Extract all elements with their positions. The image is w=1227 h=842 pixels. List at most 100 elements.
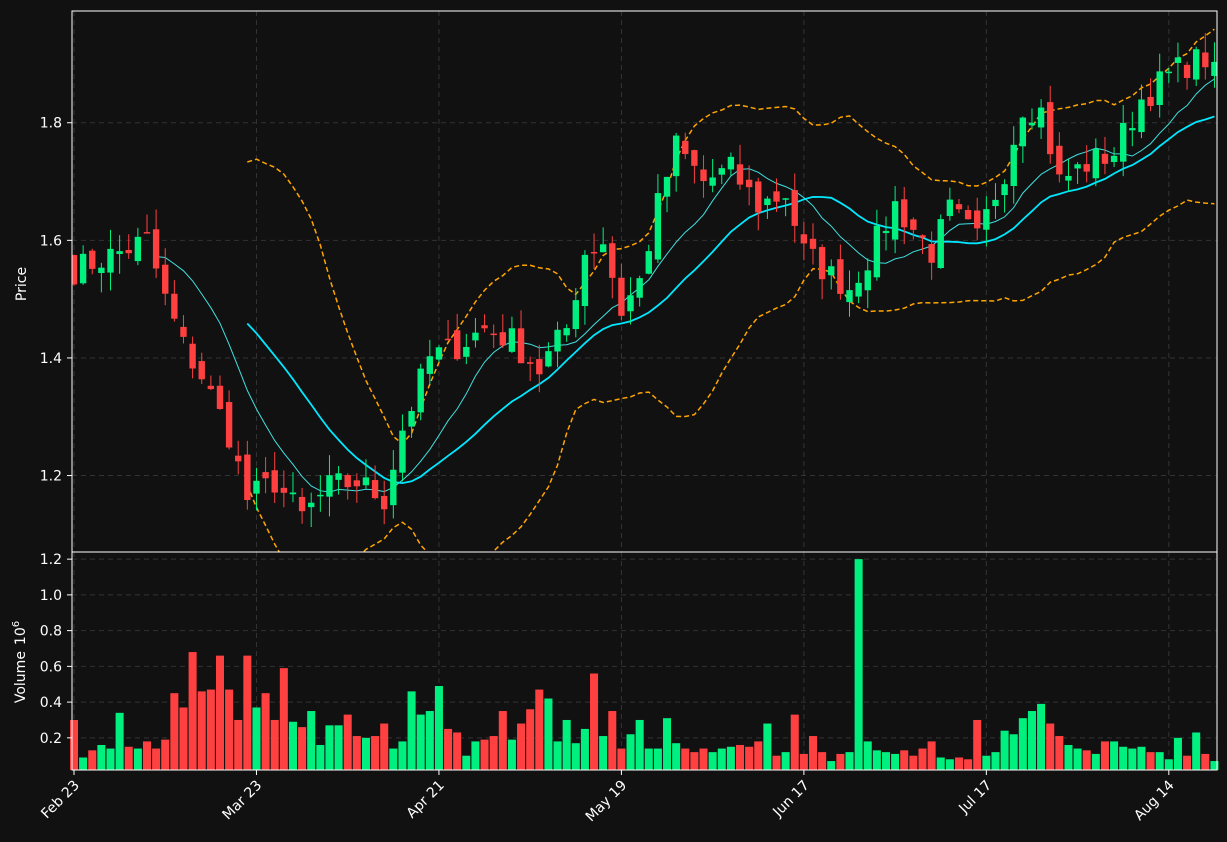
candle-body	[536, 359, 543, 375]
volume-bar	[517, 723, 526, 770]
price-tick-label: 1.2	[40, 469, 62, 485]
volume-bar	[635, 719, 644, 770]
volume-bar	[471, 741, 480, 770]
volume-axis-label: Volume106	[11, 621, 29, 703]
volume-bar	[69, 719, 79, 770]
candle-body	[280, 487, 288, 493]
candle-body	[873, 225, 881, 278]
candle-body	[1028, 122, 1036, 126]
candle-body	[1065, 175, 1072, 181]
candle-body	[809, 238, 817, 249]
volume-bar	[936, 757, 945, 770]
candle-body	[837, 259, 844, 294]
volume-bar	[371, 736, 380, 770]
volume-bar	[663, 718, 672, 770]
candle-body	[709, 177, 716, 186]
candle-body	[1156, 71, 1163, 105]
candle-body	[800, 234, 808, 244]
volume-bar	[1173, 737, 1182, 770]
candle-body	[818, 247, 826, 280]
candle-body	[134, 236, 142, 262]
candle-body	[490, 333, 497, 336]
volume-bar	[526, 709, 535, 770]
volume-bar	[763, 723, 772, 770]
volume-bar	[690, 752, 699, 770]
candle-body	[481, 325, 488, 329]
candle-body	[1183, 64, 1191, 79]
candle-body	[609, 243, 616, 278]
volume-bar	[571, 743, 580, 770]
candle-body	[1047, 102, 1054, 155]
volume-bar	[325, 725, 334, 770]
volume-bar	[982, 755, 991, 770]
volume-bar	[480, 739, 489, 770]
ma-slow-line	[246, 115, 1215, 485]
volume-bar	[1128, 748, 1137, 770]
volume-bar	[644, 748, 653, 770]
candle-body	[1083, 164, 1090, 172]
volume-bar	[243, 655, 252, 770]
volume-bar	[881, 752, 891, 770]
candle-body	[919, 235, 926, 238]
candle-body	[672, 135, 680, 177]
candle-body	[289, 492, 297, 495]
candle-body	[901, 199, 908, 228]
volume-bar	[133, 748, 142, 770]
volume-bar	[270, 719, 279, 770]
candle-body	[946, 199, 954, 217]
candle-body	[72, 255, 78, 285]
candle-body	[864, 270, 871, 291]
volume-bar	[298, 727, 307, 770]
candle-body	[992, 199, 999, 207]
candle-body	[399, 430, 406, 473]
volume-bar	[845, 752, 854, 770]
volume-bar	[964, 759, 973, 770]
volume-bar	[772, 755, 781, 770]
volume-bar	[790, 714, 799, 770]
volume-bar	[745, 746, 754, 770]
candle-body	[882, 230, 890, 234]
volume-bar	[416, 714, 425, 770]
candle-body	[453, 330, 461, 360]
candle-body	[663, 176, 671, 197]
volume-bar	[288, 721, 297, 770]
volume-bar	[1000, 730, 1009, 770]
candle-body	[143, 232, 151, 234]
candle-body	[1120, 122, 1127, 162]
volume-bar	[1201, 753, 1210, 770]
candle-body	[691, 150, 698, 166]
volume-bar	[991, 752, 1000, 770]
candle-body	[1101, 153, 1109, 164]
candle-body	[408, 411, 415, 427]
candle-body	[1010, 144, 1017, 186]
volume-bar	[535, 689, 544, 770]
volume-bar	[97, 744, 106, 770]
volume-bar	[389, 748, 398, 770]
volume-bar	[781, 752, 790, 770]
volume-tick-label: 0.6	[40, 659, 62, 675]
volume-bar	[507, 739, 516, 770]
candle-body	[1074, 164, 1081, 169]
candle-body	[654, 193, 662, 260]
volume-bar	[334, 725, 343, 770]
candle-body	[581, 254, 589, 307]
volume-bar	[562, 719, 571, 770]
volume-bar	[927, 741, 936, 770]
volume-bar	[672, 743, 681, 770]
volume-bar	[462, 755, 471, 770]
volume-bar	[699, 748, 708, 770]
volume-bar	[453, 732, 462, 770]
candle-body	[216, 385, 224, 409]
candle-body	[262, 472, 269, 479]
candle-body	[846, 290, 853, 303]
candle-body	[1129, 128, 1136, 131]
volume-bar	[945, 759, 954, 770]
candle-body	[371, 480, 379, 499]
volume-bar	[1110, 741, 1119, 770]
candle-body	[1092, 148, 1100, 179]
volume-bar	[261, 693, 270, 770]
candle-body	[107, 248, 114, 273]
volume-bar	[234, 719, 243, 770]
volume-bar	[152, 748, 161, 770]
volume-bar	[498, 711, 507, 770]
